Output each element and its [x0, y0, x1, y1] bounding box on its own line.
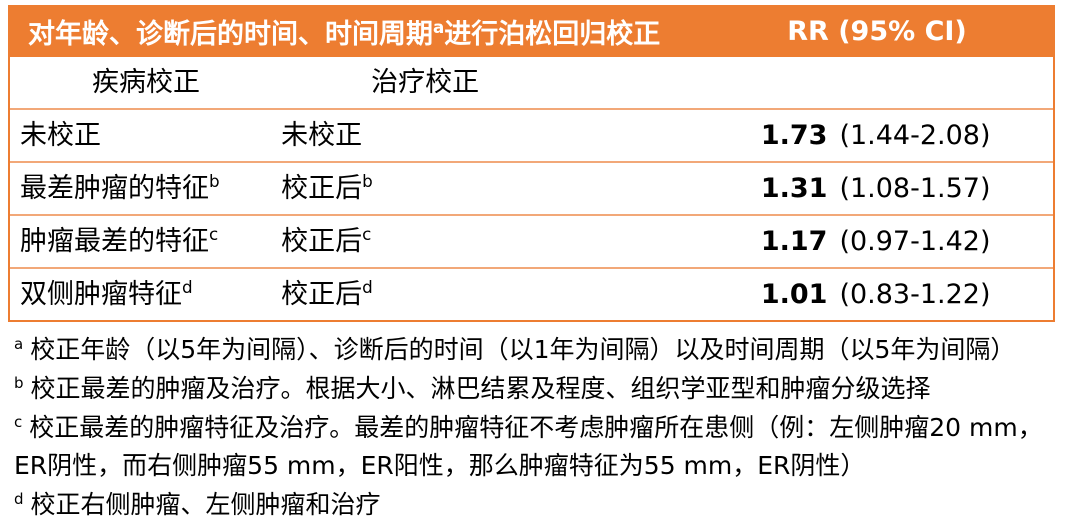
- table-title-suffix: 进行泊松回归校正: [444, 18, 661, 50]
- table-title: 对年龄、诊断后的时间、时间周期a进行泊松回归校正: [8, 12, 699, 51]
- table-row: 最差肿瘤的特征b 校正后b 1.31 (1.08-1.57): [10, 161, 1053, 214]
- disease-adjustment-cell: 肿瘤最差的特征c: [10, 226, 281, 257]
- treatment-adjustment-cell: 未校正: [281, 122, 698, 149]
- cell-superscript: c: [362, 224, 372, 244]
- cell-superscript: b: [209, 171, 220, 191]
- footnote-d: d 校正右侧肿瘤、左侧肿瘤和治疗: [14, 486, 1053, 524]
- disease-adjustment-cell: 最差肿瘤的特征b: [10, 173, 281, 204]
- table-title-superscript: a: [433, 16, 445, 37]
- cell-text: 最差肿瘤的特征: [20, 173, 209, 204]
- rr-value: 1.17: [760, 226, 828, 257]
- table-title-text: 对年龄、诊断后的时间、时间周期: [28, 18, 433, 50]
- footnote-text: 校正最差的肿瘤特征及治疗。最差的肿瘤特征不考虑肿瘤所在患侧（例：左侧肿瘤20 m…: [14, 413, 1043, 480]
- footnote-text: 校正右侧肿瘤、左侧肿瘤和治疗: [30, 490, 381, 519]
- cell-text: 未校正: [281, 120, 363, 151]
- footnote-marker: a: [14, 334, 24, 353]
- poisson-regression-table-figure: 对年龄、诊断后的时间、时间周期a进行泊松回归校正 RR (95% CI) 疾病校…: [8, 5, 1055, 524]
- footnote-marker: c: [14, 412, 23, 431]
- table-body: 疾病校正 治疗校正 未校正 未校正 1.73 (1.44-2.08) 最差肿瘤的特…: [8, 57, 1055, 322]
- table-subheader-row: 疾病校正 治疗校正: [10, 57, 1053, 108]
- cell-text: 双侧肿瘤特征: [20, 279, 182, 310]
- rr-value: 1.31: [760, 173, 828, 204]
- rr-value: 1.73: [760, 120, 828, 151]
- cell-text: 校正后: [281, 226, 363, 257]
- rr-cell: 1.17 (0.97-1.42): [698, 228, 1053, 255]
- cell-text: 校正后: [281, 173, 363, 204]
- cell-text: 未校正: [20, 120, 101, 151]
- footnote-b: b 校正最差的肿瘤及治疗。根据大小、淋巴结累及程度、组织学亚型和肿瘤分级选择: [14, 370, 1053, 408]
- cell-superscript: d: [362, 277, 373, 297]
- rr-column-header: RR (95% CI): [787, 15, 967, 47]
- treatment-adjustment-cell: 校正后c: [281, 226, 698, 257]
- treatment-adjustment-cell: 校正后d: [281, 279, 698, 310]
- footnote-marker: b: [14, 373, 24, 392]
- rr-confidence-interval: (1.08-1.57): [839, 173, 991, 204]
- footnote-a: a 校正年龄（以5年为间隔）、诊断后的时间（以1年为间隔）以及时间周期（以5年为间…: [14, 331, 1053, 369]
- cell-text: 校正后: [281, 279, 363, 310]
- cell-superscript: d: [182, 277, 193, 297]
- treatment-adjustment-cell: 校正后b: [281, 173, 698, 204]
- footnote-c: c 校正最差的肿瘤特征及治疗。最差的肿瘤特征不考虑肿瘤所在患侧（例：左侧肿瘤20 …: [14, 409, 1053, 485]
- table-header: 对年龄、诊断后的时间、时间周期a进行泊松回归校正 RR (95% CI): [8, 5, 1055, 57]
- cell-superscript: b: [362, 171, 373, 191]
- footnotes: a 校正年龄（以5年为间隔）、诊断后的时间（以1年为间隔）以及时间周期（以5年为间…: [8, 322, 1055, 524]
- rr-cell: 1.01 (0.83-1.22): [698, 281, 1053, 308]
- cell-superscript: c: [209, 224, 219, 244]
- disease-adjustment-cell: 双侧肿瘤特征d: [10, 279, 281, 310]
- disease-adjustment-column-header: 疾病校正: [92, 67, 200, 98]
- table-row: 双侧肿瘤特征d 校正后d 1.01 (0.83-1.22): [10, 267, 1053, 320]
- table-row: 肿瘤最差的特征c 校正后c 1.17 (0.97-1.42): [10, 214, 1053, 267]
- footnote-text: 校正最差的肿瘤及治疗。根据大小、淋巴结累及程度、组织学亚型和肿瘤分级选择: [30, 374, 931, 403]
- cell-text: 肿瘤最差的特征: [20, 226, 209, 257]
- treatment-adjustment-column-header: 治疗校正: [371, 67, 480, 98]
- footnote-text: 校正年龄（以5年为间隔）、诊断后的时间（以1年为间隔）以及时间周期（以5年为间隔…: [30, 335, 1016, 364]
- rr-confidence-interval: (1.44-2.08): [839, 120, 991, 151]
- disease-adjustment-cell: 未校正: [10, 122, 281, 149]
- rr-value: 1.01: [760, 279, 828, 310]
- footnote-marker: d: [14, 489, 24, 508]
- rr-confidence-interval: (0.83-1.22): [839, 279, 991, 310]
- rr-cell: 1.73 (1.44-2.08): [698, 122, 1053, 149]
- rr-confidence-interval: (0.97-1.42): [839, 226, 991, 257]
- rr-cell: 1.31 (1.08-1.57): [698, 175, 1053, 202]
- table-row: 未校正 未校正 1.73 (1.44-2.08): [10, 108, 1053, 161]
